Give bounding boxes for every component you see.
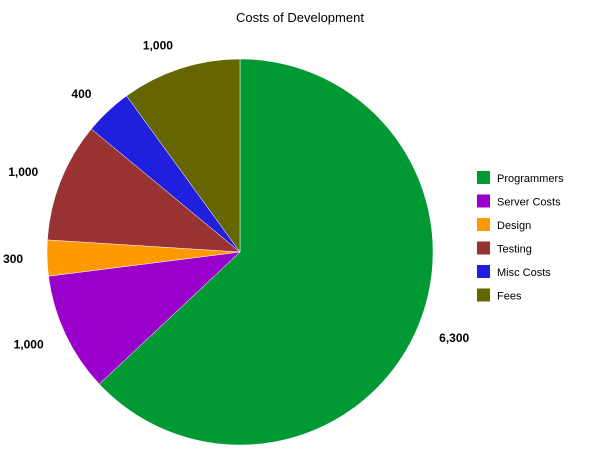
data-label-misc-costs: 400 [71, 87, 91, 101]
data-label-fees: 1,000 [143, 39, 173, 53]
data-label-testing: 1,000 [8, 165, 38, 179]
data-label-server-costs: 1,000 [14, 337, 44, 351]
legend-swatch-fees [477, 288, 490, 302]
legend-label-server-costs: Server Costs [497, 197, 561, 209]
data-labels: 6,300 1,000 300 1,000 400 1,000 [3, 39, 469, 352]
legend-swatch-testing [477, 241, 490, 255]
pie-slice-testing [47, 128, 241, 253]
pie-slice-fees [126, 58, 241, 253]
legend-label-programmers: Programmers [497, 173, 564, 185]
pie-slices [46, 58, 434, 446]
pie-slice-programmers [98, 58, 434, 446]
legend-swatch-server-costs [477, 194, 490, 208]
legend-label-fees: Fees [497, 291, 522, 303]
legend-label-design: Design [497, 220, 531, 232]
legend-swatch-programmers [477, 171, 490, 184]
chart-title: Costs of Development [236, 10, 364, 25]
legend-swatch-design [477, 218, 490, 231]
pie-slice-server-costs [48, 251, 241, 385]
legend-swatch-misc-costs [477, 265, 490, 278]
legend: Programmers Server Costs Design Testing Misc… [477, 171, 564, 303]
legend-label-testing: Testing [497, 244, 532, 256]
data-label-design: 300 [3, 252, 23, 266]
legend-label-misc-costs: Misc Costs [497, 267, 551, 279]
data-label-programmers: 6,300 [439, 331, 469, 345]
